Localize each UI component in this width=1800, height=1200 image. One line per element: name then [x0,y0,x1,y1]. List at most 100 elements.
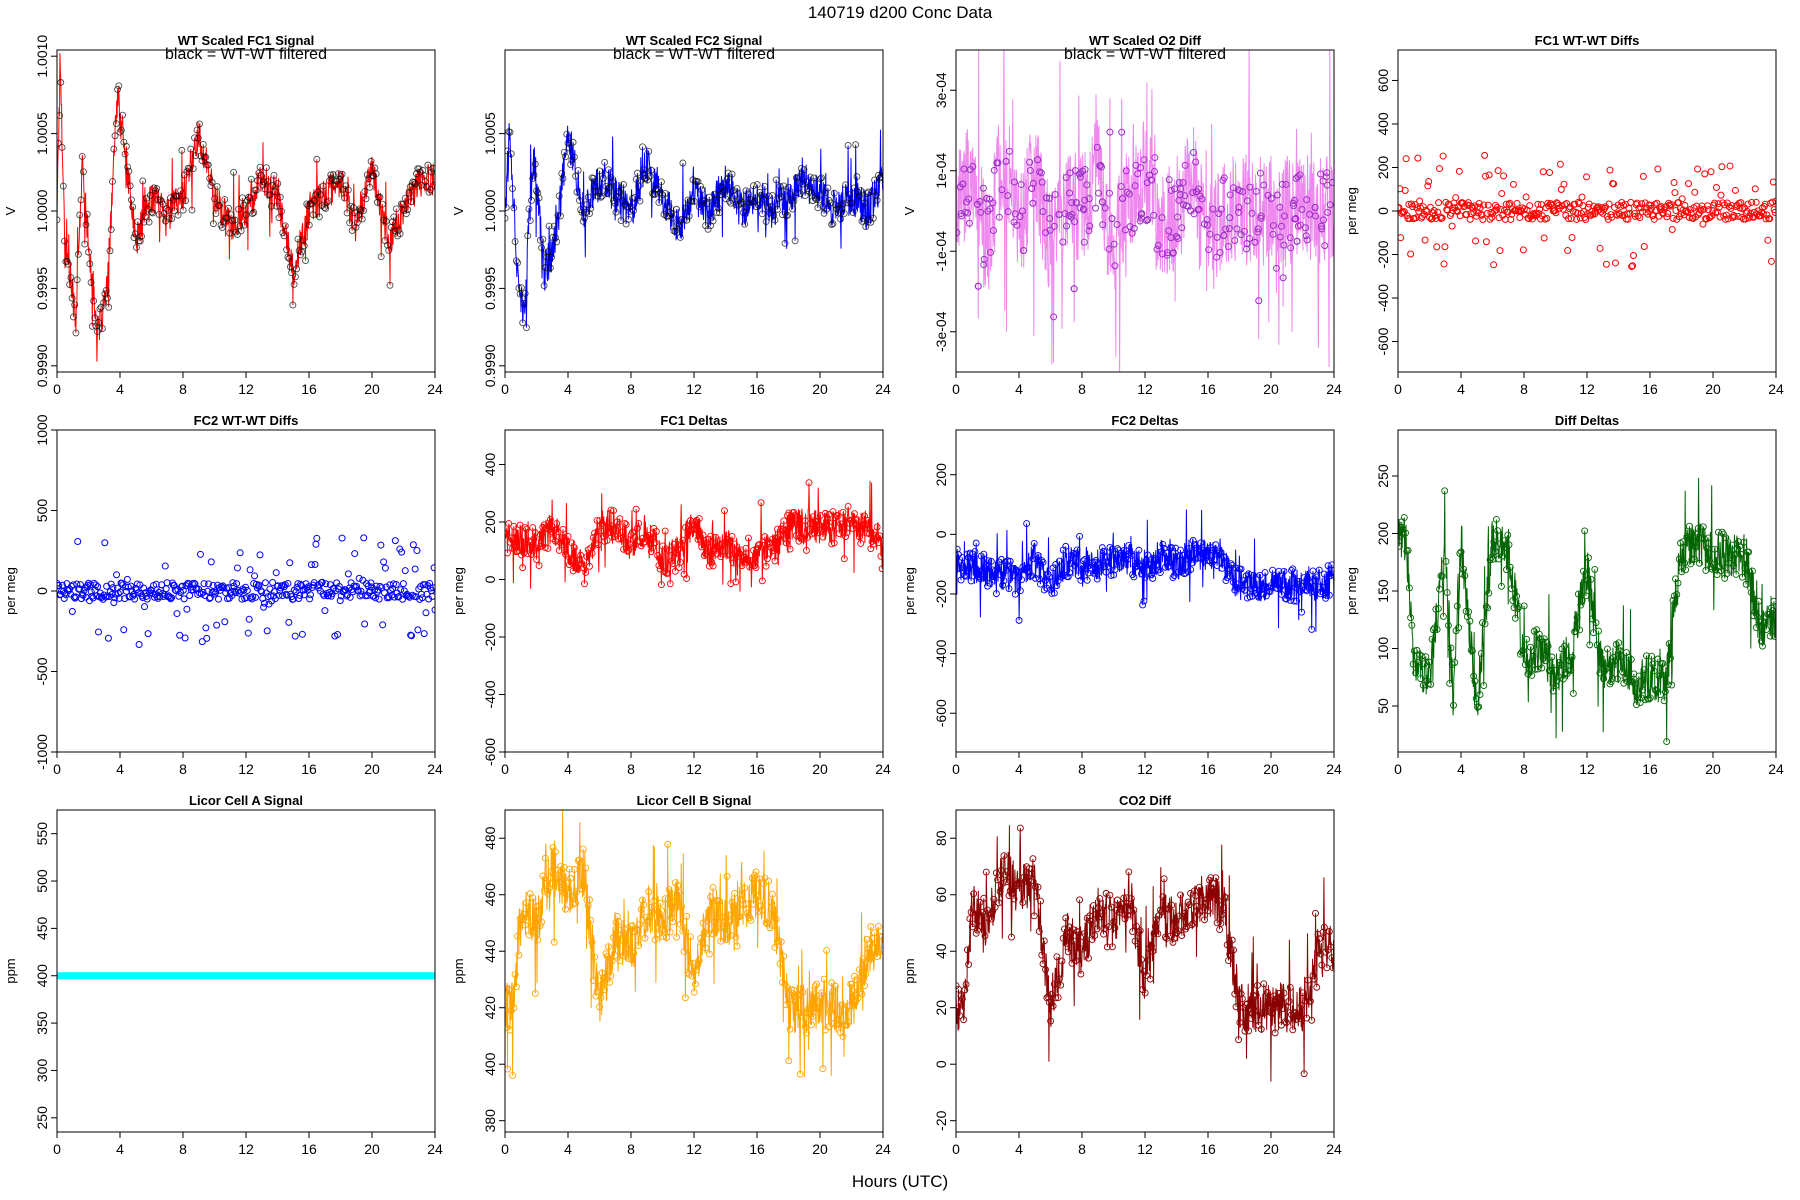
data-point [176,631,184,639]
data-point [684,530,692,538]
x-tick-label: 20 [364,1141,380,1157]
data-point [1271,575,1279,582]
data-point [237,227,245,235]
y-axis-label: per meg [451,567,466,615]
data-point [983,194,991,202]
data-point [588,938,596,946]
data-point [830,189,838,197]
data-point [196,550,204,558]
data-point [709,217,717,225]
data-point [191,580,199,588]
data-point [283,246,291,254]
data-point [1742,580,1750,588]
data-point [1064,948,1072,956]
data-point [1328,178,1334,186]
data-point [1673,591,1681,598]
data-point [813,980,821,988]
data-point [139,177,147,185]
data-point [625,215,633,223]
data-point [792,532,800,539]
data-point [338,170,346,178]
data-point [1122,167,1130,175]
x-tick-label: 8 [1520,761,1528,777]
data-point [632,175,640,183]
data-point [732,933,740,941]
data-point [1506,199,1514,207]
data-point [398,548,406,556]
data-point [688,197,696,205]
data-point [981,932,989,940]
y-tick-label: 0 [933,1060,949,1068]
x-tick-label: 16 [301,381,317,397]
data-point [767,202,775,210]
data-point [124,163,132,171]
data-point [71,301,79,309]
data-point [570,153,578,161]
data-point [594,982,602,990]
data-point [647,166,655,174]
data-point [681,204,689,212]
data-point [878,932,883,940]
data-point [1772,197,1776,205]
data-point [291,273,299,281]
data-point [1045,998,1053,1006]
y-tick-label: 1.0000 [482,189,498,232]
data-point [1179,552,1187,559]
data-point [85,579,93,587]
data-point [1226,214,1234,222]
data-point [1683,533,1691,541]
data-point [1037,169,1045,177]
data-point [962,980,970,988]
data-point [1228,936,1236,944]
data-point [324,197,332,205]
data-point [1256,169,1264,177]
data-point [990,166,998,174]
data-point [1328,954,1334,962]
plot-frame [955,809,1335,1133]
data-point [700,552,708,559]
data-point [1276,233,1284,241]
data-point [382,583,390,591]
data-point [302,257,309,265]
data-point [1716,563,1724,571]
data-point [1216,926,1224,933]
data-point [1174,213,1182,221]
data-point [1286,983,1294,991]
data-point [1076,173,1084,181]
data-point [1242,1001,1250,1009]
data-point [794,991,802,999]
data-point [1250,1005,1258,1013]
data-point [815,521,823,529]
data-point [1076,204,1084,212]
data-point [1700,205,1708,213]
data-point [810,529,818,537]
data-point [69,581,77,589]
data-point [834,512,842,520]
data-point [1141,573,1149,581]
data-point [1189,537,1197,544]
data-point [1283,1019,1290,1026]
data-point [777,938,785,946]
data-point [751,197,759,205]
data-point [538,244,546,252]
data-point [1438,572,1446,580]
data-point [1280,241,1288,249]
data-point [565,144,573,152]
data-point [568,893,576,900]
data-point [767,898,775,906]
data-point [1513,592,1521,600]
data-point [659,933,667,940]
data-point [1567,666,1575,674]
data-point [1442,558,1450,565]
data-point [717,937,725,945]
data-point [341,194,349,202]
data-point [631,533,639,541]
data-point [1254,225,1262,233]
data-point [694,960,702,968]
data-point [1023,520,1031,527]
x-tick-label: 12 [686,381,702,397]
data-point [1042,194,1050,202]
data-point [1123,188,1131,196]
data-point [970,890,978,898]
y-axis-label: per meg [1344,567,1359,615]
